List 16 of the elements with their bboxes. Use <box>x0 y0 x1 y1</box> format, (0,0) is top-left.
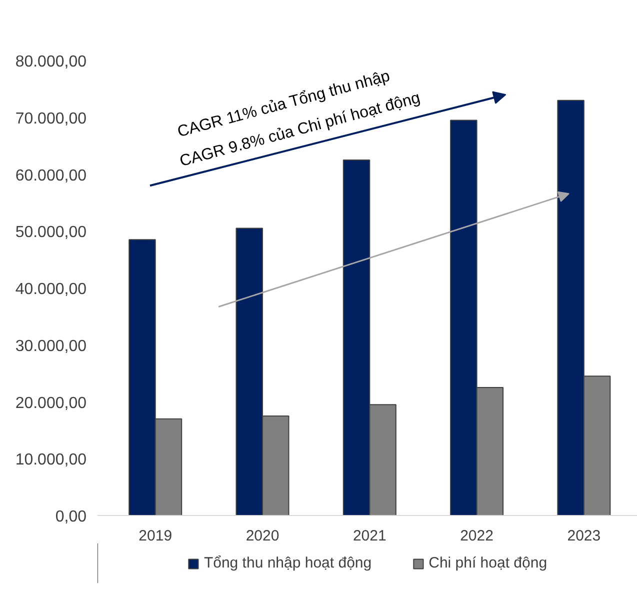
y-tick-label: 0,00 <box>55 508 87 526</box>
x-tick-label: 2022 <box>460 528 494 544</box>
y-tick-label: 80.000,00 <box>15 54 87 70</box>
x-tick-label: 2019 <box>138 528 172 544</box>
y-tick-label: 10.000,00 <box>15 452 87 469</box>
y-tick-label: 70.000,00 <box>15 110 87 128</box>
legend-label: Tổng thu nhập hoạt động <box>204 554 372 572</box>
x-tick-label: 2021 <box>352 528 386 544</box>
legend-label: Chi phí hoạt động <box>428 554 548 572</box>
y-tick-label: 50.000,00 <box>15 224 87 242</box>
y-tick-label: 30.000,00 <box>15 338 87 355</box>
y-tick-label: 60.000,00 <box>15 167 87 184</box>
y-tick-label: 40.000,00 <box>15 281 87 298</box>
y-tick-label: 20.000,00 <box>15 394 87 412</box>
x-tick-label: 2020 <box>246 528 280 544</box>
x-tick-label: 2023 <box>567 528 601 544</box>
